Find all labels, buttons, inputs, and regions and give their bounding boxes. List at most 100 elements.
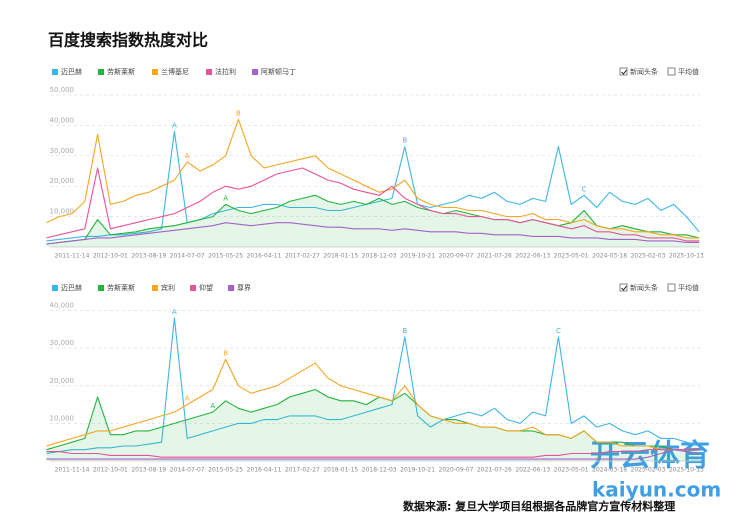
x-tick-label: 2015-05-25: [208, 467, 243, 474]
annotation: C: [556, 327, 561, 335]
x-tick-label: 2018-12-03: [362, 253, 397, 260]
y-tick-label: 40,000: [50, 116, 75, 124]
legend-swatch: [152, 285, 158, 291]
legend-label: 兰博基尼: [161, 67, 189, 76]
x-tick-label: 2025-02-03: [631, 253, 666, 260]
y-tick-label: 20,000: [50, 377, 75, 385]
page-title: 百度搜索指数热度对比: [48, 31, 208, 50]
y-tick-label: 40,000: [50, 302, 75, 310]
x-tick-label: 2013-08-19: [131, 253, 166, 260]
legend-swatch: [206, 69, 212, 75]
y-tick-label: 30,000: [50, 339, 75, 347]
series-line: [46, 449, 700, 458]
x-tick-label: 2011-11-14: [55, 467, 90, 474]
source-note: 数据来源: 复旦大学项目组根据各品牌官方宣传材料整理: [403, 499, 675, 513]
annotation: B: [236, 109, 241, 117]
option-label: 平均值: [678, 283, 699, 292]
x-tick-label: 2020-09-07: [439, 467, 474, 474]
x-tick-label: 2012-10-01: [93, 253, 128, 260]
x-tick-label: 2018-01-15: [323, 467, 358, 474]
annotation: A: [210, 402, 215, 410]
x-tick-label: 2025-10-13: [669, 253, 704, 260]
x-tick-label: 2013-08-19: [131, 467, 166, 474]
series-line: [46, 194, 700, 245]
x-tick-label: 2021-07-26: [477, 253, 512, 260]
checkbox[interactable]: [667, 67, 676, 76]
series-line: [46, 118, 700, 239]
annotation: B: [402, 327, 407, 335]
series-area: [46, 389, 700, 461]
x-tick-label: 2012-10-01: [93, 467, 128, 474]
annotation: B: [223, 349, 228, 357]
x-tick-label: 2022-06-13: [515, 467, 550, 474]
x-tick-label: 2021-07-26: [477, 467, 512, 474]
legend-label: 仰望: [199, 283, 213, 292]
x-tick-label: 2015-05-25: [208, 253, 243, 260]
annotation: B: [402, 137, 407, 145]
series-line: [46, 358, 700, 451]
legend-label: 迈巴赫: [61, 284, 82, 292]
legend-label: 劳斯莱斯: [107, 283, 135, 292]
legend-swatch: [190, 285, 196, 291]
legend-swatch: [98, 285, 104, 291]
x-tick-label: 2023-05-01: [554, 253, 589, 260]
series-line: [46, 317, 700, 455]
annotation: A: [185, 395, 190, 403]
legend-swatch: [152, 69, 158, 75]
legend-label: 劳斯莱斯: [107, 67, 135, 76]
legend-label: 宾利: [161, 283, 175, 292]
y-tick-label: 20,000: [50, 177, 75, 185]
series-line: [46, 130, 700, 242]
legend-swatch: [252, 69, 258, 75]
x-tick-label: 2017-02-27: [285, 467, 320, 474]
series-line: [46, 222, 700, 245]
x-tick-label: 2023-05-01: [554, 467, 589, 474]
annotation: A: [223, 194, 228, 202]
series-line: [46, 449, 700, 460]
x-tick-label: 2019-10-21: [400, 253, 435, 260]
x-tick-label: 2016-04-11: [247, 467, 282, 474]
legend-swatch: [228, 285, 234, 291]
annotation: A: [172, 121, 177, 129]
annotation: A: [172, 308, 177, 316]
legend-label: 法拉利: [215, 67, 236, 76]
annotation: C: [582, 185, 587, 193]
x-tick-label: 2014-07-07: [170, 467, 205, 474]
annotation: A: [185, 152, 190, 160]
y-tick-label: 10,000: [50, 208, 75, 216]
y-tick-label: 30,000: [50, 147, 75, 155]
legend-swatch: [98, 69, 104, 75]
watermark: 开云体育: [590, 439, 710, 474]
y-tick-label: 10,000: [50, 414, 75, 422]
series-area: [46, 195, 700, 247]
x-tick-label: 2016-04-11: [247, 253, 282, 260]
x-tick-label: 2022-06-13: [515, 253, 550, 260]
option-label: 新闻头条: [630, 67, 658, 76]
legend-label: 迈巴赫: [61, 68, 82, 76]
x-tick-label: 2019-10-21: [400, 467, 435, 474]
checkbox[interactable]: [667, 283, 676, 292]
option-label: 平均值: [678, 67, 699, 76]
x-tick-label: 2017-02-27: [285, 253, 320, 260]
chart: 迈巴赫 劳斯莱斯 兰博基尼 法拉利 阿斯顿马丁 新闻头条 平均值 10,000 20,000 30…: [46, 67, 704, 260]
checkbox-check: [621, 285, 627, 291]
x-tick-label: 2018-12-03: [362, 467, 397, 474]
x-tick-label: 2024-03-18: [592, 467, 627, 474]
x-tick-label: 2025-10-13: [669, 467, 704, 474]
x-tick-label: 2025-02-03: [631, 467, 666, 474]
x-tick-label: 2018-01-15: [323, 253, 358, 260]
legend-label: 阿斯顿马丁: [261, 67, 296, 76]
legend-label: 尊界: [237, 283, 251, 292]
option-label: 新闻头条: [630, 283, 658, 292]
checkbox[interactable]: [619, 67, 628, 76]
x-tick-label: 2011-11-14: [55, 253, 90, 260]
legend-swatch: [52, 285, 58, 291]
checkbox-check: [621, 69, 627, 75]
x-tick-label: 2024-03-18: [592, 253, 627, 260]
series-line: [46, 167, 700, 242]
x-tick-label: 2014-07-07: [170, 253, 205, 260]
y-tick-label: 50,000: [50, 86, 75, 94]
checkbox[interactable]: [619, 283, 628, 292]
watermark-url: kaiyun.com: [592, 478, 721, 502]
